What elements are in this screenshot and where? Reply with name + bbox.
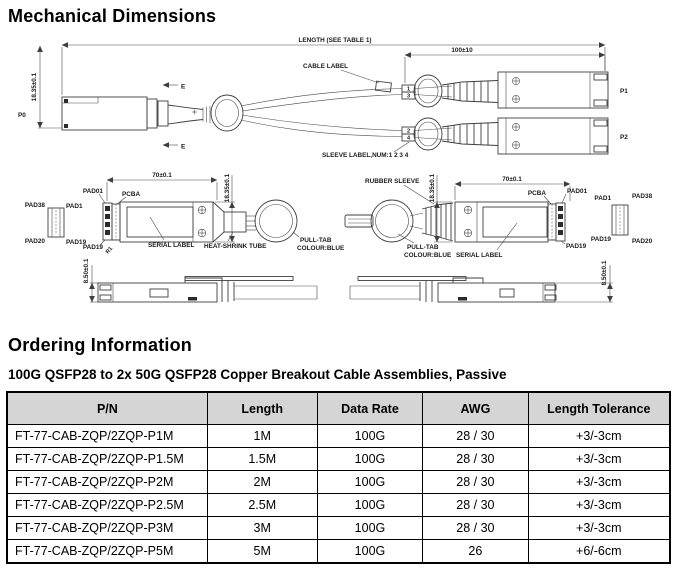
cell-length: 2M [206, 470, 318, 494]
pad19-label-right-edge: PAD19 [591, 236, 612, 243]
sleeve-num-3: 3 [407, 94, 410, 100]
pull-tab-label-left: PULL-TAB [300, 237, 332, 244]
pad1-label-left: PAD1 [66, 203, 83, 210]
pad01-label-left: PAD01 [83, 188, 104, 195]
cell-pn: FT-77-CAB-ZQP/2ZQP-P2M [6, 470, 208, 494]
section-e-top-label: E [181, 84, 186, 91]
cell-tolerance: +6/-6cm [527, 539, 671, 564]
connector-detail-right: RUBBER SLEEVE 18.35±0.1 70±0.1 [344, 173, 653, 259]
connector-detail-left: PAD38 PAD1 PAD20 PAD19 70±0.1 PAD01 PCBA… [25, 172, 345, 255]
top-assembly-view: LENGTH (SEE TABLE 1) 18.35±0.1 P0 E E [18, 37, 628, 159]
colour-blue-label-left: COLOUR:BLUE [297, 245, 345, 252]
cell-length: 5M [206, 539, 318, 564]
cell-tolerance: +3/-3cm [527, 516, 671, 540]
sleeve-label-text: SLEEVE LABEL,NUM:1 2 3 4 [322, 152, 409, 159]
cable-label-text: CABLE LABEL [303, 63, 348, 70]
col-header-data-rate: Data Rate [316, 391, 424, 425]
pad19-label-left-edge: PAD19 [66, 239, 87, 246]
cell-awg: 28 / 30 [422, 447, 529, 471]
cell-awg: 28 / 30 [422, 493, 529, 517]
dim-850-right: 8.50±0.1 [601, 260, 608, 285]
table-caption: 100G QSFP28 to 2x 50G QSFP28 Copper Brea… [8, 367, 507, 382]
cell-rate: 100G [316, 424, 424, 448]
cell-rate: 100G [316, 539, 424, 564]
pull-tab-label-right: PULL-TAB [407, 244, 439, 251]
colour-blue-label-right: COLOUR:BLUE [404, 252, 452, 259]
ordering-table: P/N Length Data Rate AWG Length Toleranc… [6, 391, 671, 564]
ordering-section-title: Ordering Information [8, 335, 192, 355]
mechanical-drawing: LENGTH (SEE TABLE 1) 18.35±0.1 P0 E E [18, 37, 653, 303]
col-header-length-tolerance: Length Tolerance [527, 391, 671, 425]
pad20-label-left: PAD20 [25, 238, 46, 245]
dim-1835-right: 18.35±0.1 [429, 173, 436, 202]
pcba-label-left: PCBA [122, 191, 140, 198]
cell-length: 1M [206, 424, 318, 448]
length-dim-label: LENGTH (SEE TABLE 1) [298, 37, 371, 44]
heat-shrink-label: HEAT-SHRINK TUBE [204, 243, 267, 250]
serial-label-right: SERIAL LABEL [456, 252, 502, 259]
sleeve-num-1: 1 [407, 87, 410, 93]
pcba-label-right: PCBA [528, 190, 546, 197]
rubber-sleeve-label: RUBBER SLEEVE [365, 178, 420, 185]
serial-label-left: SERIAL LABEL [148, 242, 194, 249]
dim-100-label: 100±10 [451, 47, 473, 54]
sleeve-num-2: 2 [407, 129, 410, 135]
port-p2-label: P2 [620, 134, 628, 141]
table-row: FT-77-CAB-ZQP/2ZQP-P3M 3M 100G 28 / 30 +… [6, 516, 671, 540]
pad01-label-right: PAD01 [567, 188, 588, 195]
cell-rate: 100G [316, 470, 424, 494]
cell-awg: 28 / 30 [422, 424, 529, 448]
height-dim-label: 18.35±0.1 [31, 72, 38, 101]
cell-tolerance: +3/-3cm [527, 470, 671, 494]
cell-length: 2.5M [206, 493, 318, 517]
col-header-length: Length [206, 391, 318, 425]
table-row: FT-77-CAB-ZQP/2ZQP-P1M 1M 100G 28 / 30 +… [6, 424, 671, 448]
table-header-row: P/N Length Data Rate AWG Length Toleranc… [6, 391, 671, 425]
table-row: FT-77-CAB-ZQP/2ZQP-P1.5M 1.5M 100G 28 / … [6, 447, 671, 471]
cell-rate: 100G [316, 516, 424, 540]
col-header-awg: AWG [422, 391, 529, 425]
port-p1-label: P1 [620, 88, 628, 95]
cell-tolerance: +3/-3cm [527, 493, 671, 517]
pad1-label-right-edge: PAD1 [594, 195, 611, 202]
r1-label: R1 [105, 246, 114, 255]
table-row: FT-77-CAB-ZQP/2ZQP-P2.5M 2.5M 100G 28 / … [6, 493, 671, 517]
pad38-label-left: PAD38 [25, 202, 46, 209]
side-view-left: 8.50±0.1 [83, 258, 318, 303]
pad19-label-right: PAD19 [566, 243, 587, 250]
dim-70-left: 70±0.1 [152, 172, 172, 179]
cell-pn: FT-77-CAB-ZQP/2ZQP-P5M [6, 539, 208, 564]
cell-tolerance: +3/-3cm [527, 424, 671, 448]
cell-pn: FT-77-CAB-ZQP/2ZQP-P3M [6, 516, 208, 540]
cell-pn: FT-77-CAB-ZQP/2ZQP-P1M [6, 424, 208, 448]
pad20-label-right-edge: PAD20 [632, 238, 653, 245]
table-row: FT-77-CAB-ZQP/2ZQP-P5M 5M 100G 26 +6/-6c… [6, 539, 671, 564]
col-header-pn: P/N [6, 391, 208, 425]
sleeve-num-4: 4 [407, 136, 411, 142]
dim-1835-left: 18.35±0.1 [224, 173, 231, 202]
pad19-label-left: PAD19 [83, 244, 104, 251]
cell-length: 3M [206, 516, 318, 540]
cell-pn: FT-77-CAB-ZQP/2ZQP-P1.5M [6, 447, 208, 471]
dim-850-left: 8.50±0.1 [83, 258, 90, 283]
branch-p2: P2 [413, 117, 628, 155]
cell-length: 1.5M [206, 447, 318, 471]
cell-awg: 28 / 30 [422, 516, 529, 540]
cell-pn: FT-77-CAB-ZQP/2ZQP-P2.5M [6, 493, 208, 517]
page-title: Mechanical Dimensions [8, 6, 217, 26]
table-row: FT-77-CAB-ZQP/2ZQP-P2M 2M 100G 28 / 30 +… [6, 470, 671, 494]
cell-awg: 26 [422, 539, 529, 564]
pad38-label-right-edge: PAD38 [632, 193, 653, 200]
branch-p1: P1 [413, 71, 628, 109]
cell-rate: 100G [316, 447, 424, 471]
dim-70-right: 70±0.1 [502, 176, 522, 183]
port-p0-label: P0 [18, 112, 26, 119]
section-e-bottom-label: E [181, 144, 186, 151]
cell-rate: 100G [316, 493, 424, 517]
cell-awg: 28 / 30 [422, 470, 529, 494]
side-view-right: 8.50±0.1 [349, 260, 613, 303]
cell-tolerance: +3/-3cm [527, 447, 671, 471]
